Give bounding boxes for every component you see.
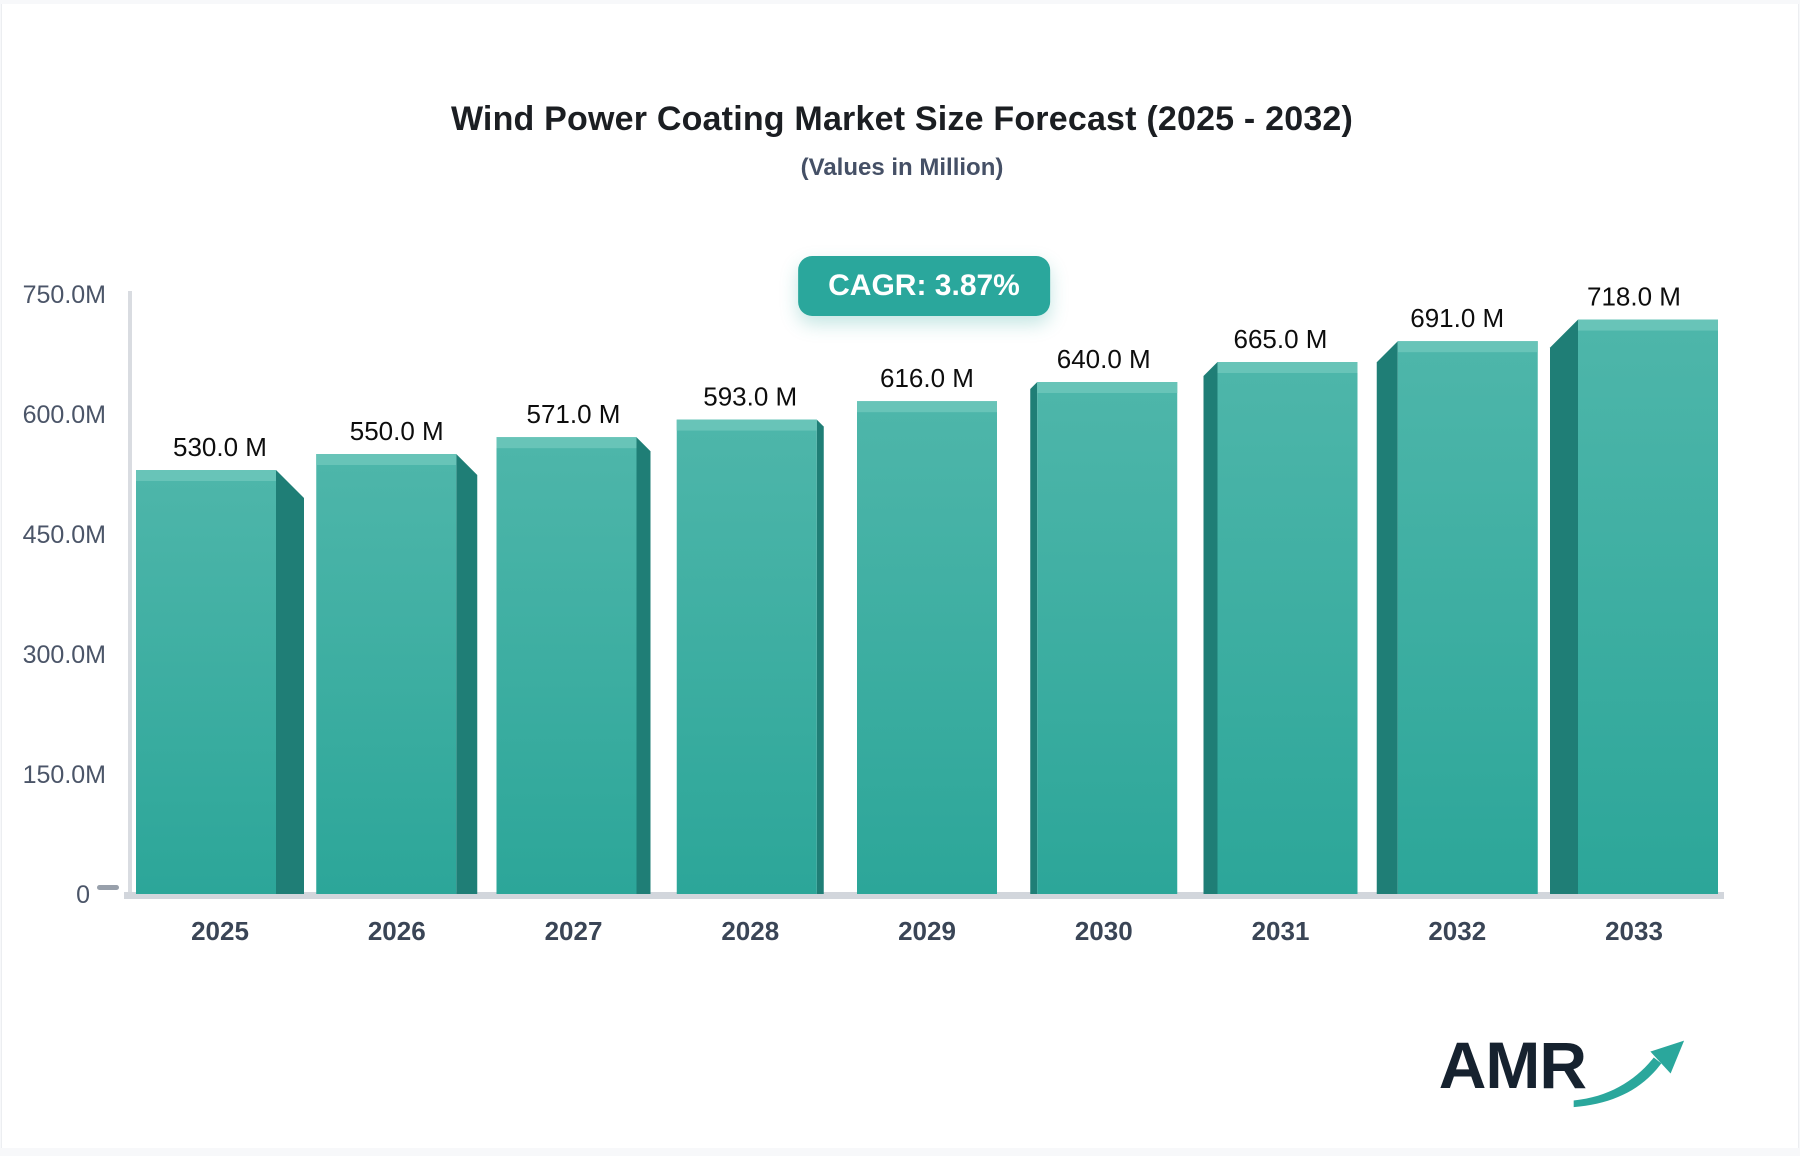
bar-top-face bbox=[1217, 362, 1358, 373]
bar-2030: 640.0 M 2030 bbox=[1030, 344, 1178, 946]
x-tick-label-2026: 2026 bbox=[368, 916, 426, 946]
y-tick-label-600.0M: 600.0M bbox=[23, 401, 106, 429]
bar-2025: 530.0 M 2025 bbox=[136, 432, 304, 946]
x-tick-label-2025: 2025 bbox=[191, 916, 249, 946]
x-axis-baseline bbox=[124, 892, 1724, 899]
x-tick-label-2033: 2033 bbox=[1605, 916, 1663, 946]
bar-value-label: 530.0 M bbox=[173, 432, 267, 462]
bar-value-label: 718.0 M bbox=[1587, 282, 1681, 312]
y-tick-label-750.0M: 750.0M bbox=[23, 281, 106, 309]
bar-side-face bbox=[456, 454, 478, 894]
bar-front-face bbox=[136, 470, 276, 894]
cagr-badge: CAGR: 3.87% bbox=[798, 256, 1050, 316]
growth-arrow-icon bbox=[1573, 1040, 1685, 1108]
bar-front-face bbox=[676, 419, 817, 894]
zero-tick-dash bbox=[97, 885, 119, 890]
x-tick-label-2027: 2027 bbox=[545, 916, 603, 946]
x-tick-label-2031: 2031 bbox=[1252, 916, 1310, 946]
amr-logo-text: AMR bbox=[1438, 1028, 1587, 1102]
bar-front-face bbox=[1397, 341, 1538, 894]
x-tick-label-2029: 2029 bbox=[898, 916, 956, 946]
bar-front-face bbox=[496, 437, 637, 894]
bar-front-face bbox=[316, 454, 457, 894]
bar-side-face bbox=[1203, 362, 1218, 894]
bar-value-label: 691.0 M bbox=[1410, 303, 1504, 333]
chart-title: Wind Power Coating Market Size Forecast … bbox=[450, 100, 1354, 138]
y-tick-label-450.0M: 450.0M bbox=[23, 521, 106, 549]
bar-side-face bbox=[1550, 319, 1578, 895]
bar-top-face bbox=[136, 470, 276, 481]
y-tick-label-300.0M: 300.0M bbox=[23, 641, 106, 669]
y-tick-label-150.0M: 150.0M bbox=[23, 761, 106, 789]
bar-side-face bbox=[816, 419, 824, 894]
bar-2027: 571.0 M 2027 bbox=[496, 399, 651, 946]
bar-front-face bbox=[1578, 319, 1718, 895]
bar-side-face bbox=[636, 437, 651, 894]
bar-2028: 593.0 M 2028 bbox=[676, 382, 824, 946]
chart-subtitle: (Values in Million) bbox=[800, 154, 1004, 181]
x-tick-label-2030: 2030 bbox=[1075, 916, 1133, 946]
bar-top-face bbox=[1578, 319, 1718, 331]
bar-top-face bbox=[1397, 341, 1538, 353]
x-tick-label-2028: 2028 bbox=[721, 916, 779, 946]
bar-top-face bbox=[496, 437, 637, 449]
bar-value-label: 571.0 M bbox=[527, 399, 621, 429]
bar-value-label: 593.0 M bbox=[703, 382, 797, 412]
chart-card: Wind Power Coating Market Size Forecast … bbox=[1, 4, 1799, 1148]
y-axis-line bbox=[128, 291, 132, 895]
bar-2029: 616.0 M 2029 bbox=[857, 363, 997, 946]
cagr-badge-label: CAGR: 3.87% bbox=[828, 269, 1020, 302]
bar-2031: 665.0 M 2031 bbox=[1203, 324, 1358, 946]
bar-front-face bbox=[1217, 362, 1358, 894]
amr-logo: AMR bbox=[1439, 1032, 1690, 1118]
bar-top-face bbox=[316, 454, 457, 465]
bar-value-label: 550.0 M bbox=[350, 416, 444, 446]
bar-value-label: 640.0 M bbox=[1057, 344, 1151, 374]
bar-value-label: 665.0 M bbox=[1234, 324, 1328, 354]
bar-top-face bbox=[857, 401, 997, 413]
bar-side-face bbox=[1376, 341, 1398, 894]
bar-2032: 691.0 M 2032 bbox=[1376, 303, 1538, 946]
x-tick-label-2032: 2032 bbox=[1428, 916, 1486, 946]
bar-side-face bbox=[1030, 382, 1038, 894]
y-tick-label-0: 0 bbox=[76, 881, 90, 909]
bar-front-face bbox=[1037, 382, 1178, 894]
bar-chart: 0 150.0M 300.0M 450.0M 600.0M 750.0M 530.0 M 20… bbox=[23, 281, 1724, 946]
bar-side-face bbox=[276, 470, 304, 894]
bar-top-face bbox=[676, 419, 817, 431]
bar-top-face bbox=[1037, 382, 1178, 393]
bar-front-face bbox=[857, 401, 997, 894]
bar-2026: 550.0 M 2026 bbox=[316, 416, 478, 946]
bar-value-label: 616.0 M bbox=[880, 363, 974, 393]
bar-2033: 718.0 M 2033 bbox=[1550, 282, 1718, 946]
